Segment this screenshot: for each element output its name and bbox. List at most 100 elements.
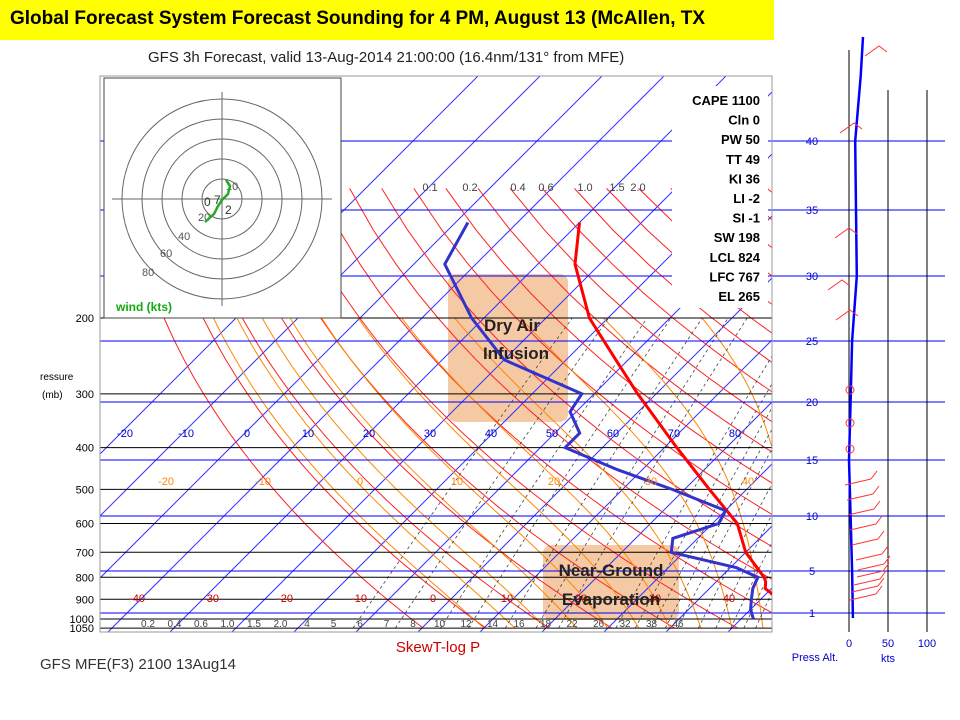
evaporation-highlight <box>543 545 679 620</box>
dry-air-annotation-line2: Infusion <box>483 344 549 363</box>
wind-barb <box>849 515 883 531</box>
altitude-tick-label: 10 <box>806 511 818 523</box>
altitude-tick-label: 1 <box>809 608 815 620</box>
wind-barb <box>849 585 883 601</box>
wind-barb <box>844 470 878 486</box>
wind-speed-tick-label: 50 <box>882 638 894 650</box>
temp-tick-label-top: -10 <box>178 428 194 440</box>
mixing-ratio-line <box>440 317 648 629</box>
index-cape: CAPE 1100 <box>692 93 760 108</box>
pressure-tick-label: 400 <box>76 443 94 455</box>
mixing-ratio-bottom-label: 1.5 <box>247 619 261 630</box>
moist-adiabat-label: 30 <box>645 476 657 488</box>
dry-adiabat-line <box>896 188 960 628</box>
mixing-ratio-line <box>558 317 748 629</box>
wind-barb <box>853 570 887 586</box>
isotherm-line <box>417 277 772 632</box>
hodograph-ring-label: 40 <box>178 231 190 243</box>
temp-tick-label-bottom: 20 <box>575 593 587 605</box>
mixing-ratio-bottom-label: 8 <box>410 619 416 630</box>
mixing-ratio-line <box>698 482 772 629</box>
hodograph-label: wind (kts) <box>115 300 172 314</box>
mixing-ratio-bottom-label: 1.0 <box>221 619 235 630</box>
temp-tick-label-top: 70 <box>668 428 680 440</box>
temp-tick-label-top: 40 <box>485 428 497 440</box>
mixing-ratio-bottom-label: 16 <box>513 619 525 630</box>
wind-speed-tick-label: 100 <box>918 638 936 650</box>
moist-adiabat-label: 20 <box>548 476 560 488</box>
mixing-ratio-bottom-label: 14 <box>487 619 499 630</box>
wind-barb <box>855 545 889 561</box>
footer-center-label: SkewT-log P <box>396 639 480 656</box>
index-ki: KI 36 <box>729 171 760 186</box>
index-cln: Cln 0 <box>728 113 760 128</box>
pressure-tick-label: 300 <box>76 389 94 401</box>
dry-adiabat-line <box>799 188 960 628</box>
mixing-ratio-bottom-label: 18 <box>540 619 552 630</box>
index-el: EL 265 <box>718 289 760 304</box>
isotherm-line <box>665 525 772 632</box>
moist-adiabat-label: 10 <box>451 476 463 488</box>
wind-barb <box>864 45 888 57</box>
chart-subtitle: GFS 3h Forecast, valid 13-Aug-2014 21:00… <box>148 49 625 66</box>
mixing-ratio-line <box>468 317 672 629</box>
isotherm-line <box>100 76 603 579</box>
mixing-ratio-bottom-label: 0.4 <box>168 619 182 630</box>
mixing-ratio-bottom-label: 5 <box>331 619 337 630</box>
wind-barb <box>857 555 891 571</box>
dry-air-highlight <box>448 274 568 422</box>
moist-adiabat-label: -10 <box>255 476 271 488</box>
isotherm-line <box>541 401 772 632</box>
altitude-tick-label: 15 <box>806 455 818 467</box>
mixing-ratio-bottom-label: 10 <box>434 619 446 630</box>
temp-tick-label-bottom: 30 <box>649 593 661 605</box>
pressure-tick-label: 800 <box>76 572 94 584</box>
mixing-ratio-bottom-label: 2.0 <box>274 619 288 630</box>
altitude-tick-label: 40 <box>806 136 818 148</box>
pressure-tick-label: 1050 <box>70 623 94 635</box>
index-lfc: LFC 767 <box>709 269 760 284</box>
mixing-ratio-label: 1.0 <box>577 182 592 194</box>
moist-adiabat-label: 40 <box>742 476 754 488</box>
hodograph-point-label: 0 <box>204 195 211 209</box>
mixing-ratio-line <box>743 567 772 629</box>
dry-adiabat-line <box>445 188 772 484</box>
moist-adiabat-line <box>321 317 609 629</box>
temp-tick-label-bottom: -20 <box>277 593 293 605</box>
isotherm-line <box>355 215 772 632</box>
mixing-ratio-bottom-label: 6 <box>357 619 363 630</box>
mixing-ratio-bottom-label: 0.2 <box>141 619 155 630</box>
dry-adiabat-line <box>509 188 772 423</box>
mixing-ratio-label: 0.1 <box>422 182 437 194</box>
isotherm-line <box>479 339 772 632</box>
isotherm-line <box>100 76 479 455</box>
pressure-tick-label: 700 <box>76 547 94 559</box>
moist-adiabat-line <box>856 318 877 628</box>
dewpoint-profile <box>443 221 760 620</box>
index-li: LI -2 <box>733 191 760 206</box>
hodograph-point-label: 7 <box>214 193 221 207</box>
pressure-tick-label: 500 <box>76 484 94 496</box>
temp-tick-label-bottom: 0 <box>430 593 436 605</box>
indices-background <box>672 86 768 308</box>
index-lcl: LCL 824 <box>710 250 761 265</box>
dry-adiabat-line <box>766 188 772 194</box>
moist-adiabat-line <box>213 317 485 629</box>
calm-wind-marker <box>845 385 855 395</box>
dry-adiabat-line <box>541 188 772 393</box>
dry-adiabat-line <box>928 188 960 628</box>
isotherm-line <box>100 76 541 517</box>
wind-speed-profile <box>847 36 865 619</box>
hodograph-trace <box>204 179 232 223</box>
moist-adiabat-line <box>357 317 640 629</box>
temp-tick-label-top: -20 <box>117 428 133 440</box>
mixing-ratio-line <box>677 448 772 629</box>
dry-adiabat-line <box>734 188 772 221</box>
mixing-ratio-line <box>535 317 729 629</box>
wind-barb <box>847 500 881 516</box>
temp-tick-label-bottom: 10 <box>501 593 513 605</box>
mixing-ratio-bottom-label: 46 <box>672 619 684 630</box>
index-tt: TT 49 <box>726 152 760 167</box>
moist-adiabat-label: 0 <box>357 476 363 488</box>
mixing-ratio-line <box>615 355 772 629</box>
